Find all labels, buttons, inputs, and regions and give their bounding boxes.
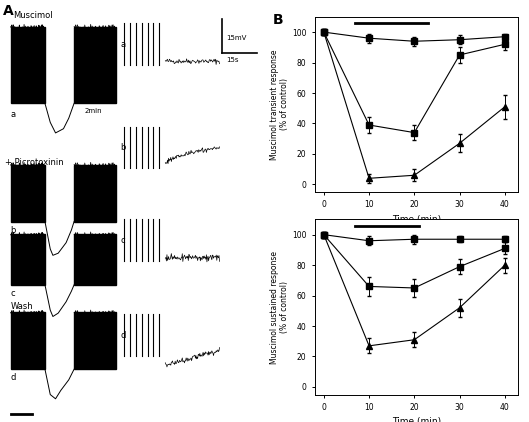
- X-axis label: Time (min): Time (min): [392, 215, 441, 224]
- Text: 2min: 2min: [85, 108, 102, 114]
- Text: b: b: [121, 143, 126, 152]
- Bar: [11, 165, 45, 222]
- Y-axis label: Muscimol transient response
(% of control): Muscimol transient response (% of contro…: [270, 49, 289, 160]
- Text: 10mV: 10mV: [85, 89, 105, 95]
- Text: 15mV: 15mV: [226, 35, 247, 41]
- Bar: [74, 312, 116, 369]
- Y-axis label: Muscimol sustained response
(% of control): Muscimol sustained response (% of contro…: [270, 251, 289, 363]
- Bar: [11, 27, 45, 103]
- Text: B: B: [272, 13, 283, 27]
- Bar: [74, 27, 116, 103]
- Text: d: d: [11, 373, 16, 382]
- X-axis label: Time (min): Time (min): [392, 417, 441, 422]
- Bar: [11, 234, 45, 285]
- Text: c: c: [11, 289, 15, 298]
- Text: 15s: 15s: [226, 57, 239, 63]
- Text: + Picrotoxinin: + Picrotoxinin: [5, 158, 64, 167]
- Text: a: a: [121, 40, 125, 49]
- Text: Wash: Wash: [11, 302, 33, 311]
- Bar: [11, 312, 45, 369]
- Text: A: A: [3, 4, 13, 18]
- Bar: [74, 234, 116, 285]
- Text: a: a: [11, 110, 16, 119]
- Text: d: d: [121, 331, 126, 340]
- Text: c: c: [121, 236, 125, 245]
- Text: b: b: [11, 226, 16, 235]
- Text: Muscimol: Muscimol: [13, 11, 53, 19]
- Bar: [74, 165, 116, 222]
